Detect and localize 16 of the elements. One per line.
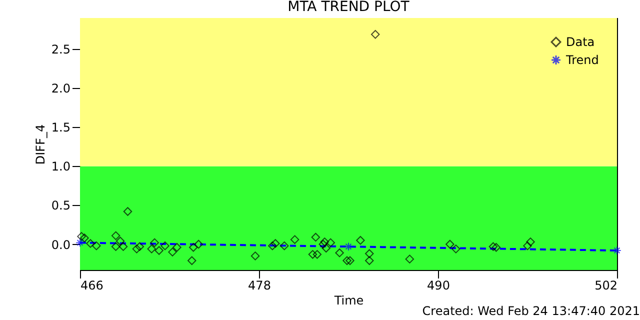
x-tick-label: 478 — [248, 278, 271, 292]
x-tick-label: 490 — [427, 278, 450, 292]
text: Created: Wed Feb 24 13:47:40 2021 — [422, 304, 640, 318]
y-tick-label: 1.5 — [51, 120, 70, 135]
y-axis-title: DIFF_4 — [33, 124, 48, 165]
y-tick-label: 0.5 — [51, 198, 70, 213]
y-tick-label: 1.0 — [51, 160, 70, 174]
x-tick-label: 502 — [594, 278, 618, 292]
y-tick-label: 2.5 — [51, 42, 70, 57]
legend-label: Data — [566, 35, 595, 49]
chart-title: MTA TREND PLOT — [288, 0, 410, 15]
legend-label: Trend — [565, 53, 599, 67]
x-axis-title: Time — [333, 294, 364, 308]
y-tick-label: 2.0 — [51, 82, 70, 96]
x-tick-label: 466 — [80, 278, 104, 292]
y-tick-label: 0.0 — [51, 238, 70, 252]
